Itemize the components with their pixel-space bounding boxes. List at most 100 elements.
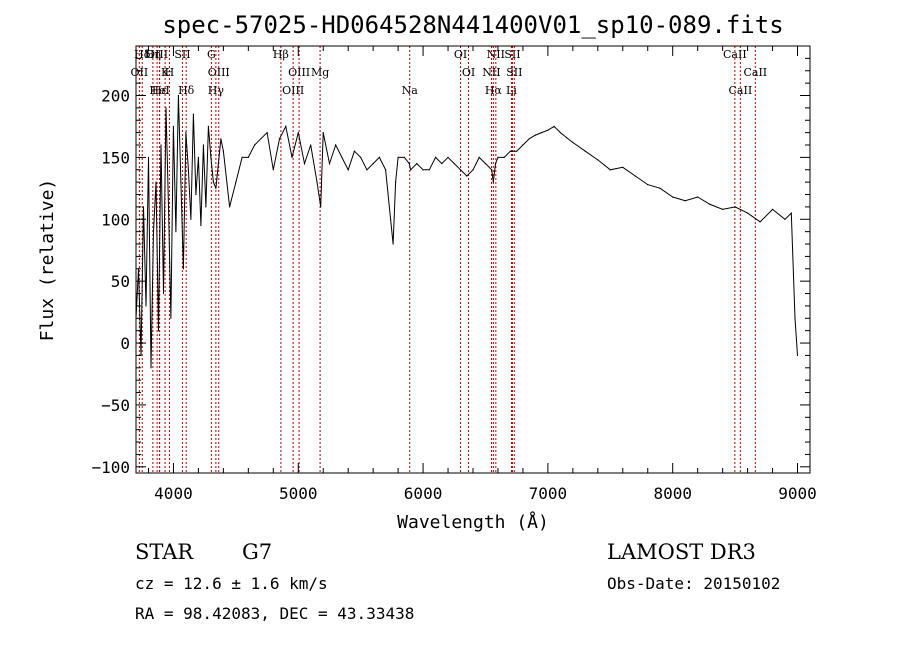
data-point bbox=[385, 169, 387, 171]
line-marker-label: HeI bbox=[149, 84, 169, 97]
data-point bbox=[503, 156, 505, 158]
data-point bbox=[353, 150, 355, 152]
data-point bbox=[584, 150, 586, 152]
line-marker-label: Hβ bbox=[273, 48, 289, 61]
y-tick-label: 150 bbox=[101, 148, 130, 167]
data-point bbox=[200, 224, 202, 227]
data-point bbox=[553, 125, 555, 127]
data-point bbox=[322, 132, 324, 134]
data-point bbox=[157, 330, 160, 332]
data-point bbox=[516, 150, 518, 152]
line-marker-label: SII bbox=[504, 48, 520, 61]
data-point bbox=[366, 169, 368, 171]
data-point bbox=[395, 181, 397, 183]
line-marker-label: Hγ bbox=[208, 84, 225, 97]
data-point bbox=[572, 141, 574, 144]
data-point bbox=[547, 129, 549, 131]
data-point bbox=[145, 305, 147, 307]
line-marker-label: K bbox=[161, 66, 170, 79]
line-marker-label: OIII bbox=[288, 66, 310, 79]
data-point bbox=[794, 317, 796, 319]
data-point bbox=[360, 156, 362, 158]
data-point bbox=[453, 163, 455, 165]
data-point bbox=[266, 132, 268, 134]
data-point bbox=[241, 156, 243, 158]
data-point bbox=[497, 156, 499, 158]
data-point bbox=[215, 187, 217, 189]
line-marker-label: OI bbox=[462, 66, 475, 79]
data-point bbox=[170, 317, 172, 319]
data-point bbox=[472, 169, 474, 171]
line-marker-label: OIII bbox=[282, 84, 304, 97]
data-point bbox=[609, 169, 611, 171]
data-point bbox=[734, 206, 736, 208]
data-point bbox=[478, 156, 480, 158]
data-point bbox=[335, 144, 337, 146]
data-point bbox=[447, 156, 449, 158]
data-point bbox=[784, 218, 786, 220]
data-point bbox=[390, 218, 392, 220]
chart-title: spec-57025-HD064528N441400V01_sp10-089.f… bbox=[162, 11, 783, 39]
data-point bbox=[229, 206, 231, 208]
data-point bbox=[260, 138, 262, 140]
data-point bbox=[672, 196, 674, 198]
data-point bbox=[217, 163, 219, 165]
line-marker-label: SII bbox=[174, 48, 190, 61]
data-point bbox=[466, 175, 468, 177]
line-marker-label: Hδ bbox=[178, 84, 195, 97]
data-point bbox=[559, 132, 562, 134]
series-layer bbox=[135, 94, 799, 369]
data-point bbox=[160, 144, 162, 146]
survey-name: LAMOST DR3 bbox=[607, 540, 756, 564]
line-marker-label: CaII bbox=[743, 66, 767, 79]
data-point bbox=[210, 156, 212, 158]
line-marker-label: G bbox=[207, 48, 216, 61]
data-point bbox=[459, 169, 462, 171]
data-point bbox=[392, 243, 394, 245]
data-point bbox=[310, 144, 312, 146]
data-point bbox=[428, 169, 430, 171]
data-point bbox=[541, 132, 543, 134]
data-point bbox=[220, 138, 222, 140]
data-point bbox=[190, 218, 192, 220]
data-point bbox=[416, 163, 418, 165]
data-point bbox=[278, 138, 281, 140]
data-point bbox=[372, 163, 374, 165]
data-point bbox=[303, 163, 306, 165]
data-point bbox=[528, 138, 530, 140]
data-point bbox=[647, 184, 649, 186]
data-point bbox=[709, 203, 711, 205]
data-point bbox=[297, 132, 299, 134]
coordinates: RA = 98.42083, DEC = 43.33438 bbox=[135, 604, 415, 623]
data-point bbox=[597, 159, 599, 161]
data-point bbox=[659, 187, 661, 189]
data-point bbox=[192, 113, 194, 115]
line-marker-label: Mg bbox=[311, 66, 329, 79]
line-marker-label: CaII bbox=[729, 84, 753, 97]
data-point bbox=[185, 132, 187, 134]
data-point bbox=[622, 166, 624, 168]
data-point bbox=[492, 181, 494, 183]
x-tick-label: 5000 bbox=[279, 484, 318, 503]
data-point bbox=[347, 169, 349, 171]
data-point bbox=[182, 268, 184, 270]
x-axis: 4000 5000 6000 7000 8000 9000 bbox=[147, 46, 817, 503]
y-tick-label: −100 bbox=[91, 458, 130, 477]
data-point bbox=[522, 144, 524, 146]
line-marker-label: Li bbox=[506, 84, 517, 97]
data-point bbox=[187, 169, 189, 171]
y-tick-label: 100 bbox=[101, 210, 130, 229]
data-point bbox=[147, 156, 150, 158]
data-point bbox=[722, 208, 724, 210]
data-point bbox=[247, 156, 249, 158]
data-point bbox=[341, 156, 343, 158]
line-marker-label: OIII bbox=[208, 66, 230, 79]
y-tick-label: −50 bbox=[101, 396, 130, 415]
line-marker-label: CaII bbox=[723, 48, 747, 61]
data-point bbox=[175, 231, 177, 233]
data-point bbox=[291, 156, 293, 158]
y-tick-label: 0 bbox=[120, 334, 130, 353]
line-marker-label: NII bbox=[482, 66, 500, 79]
data-point bbox=[759, 221, 761, 223]
